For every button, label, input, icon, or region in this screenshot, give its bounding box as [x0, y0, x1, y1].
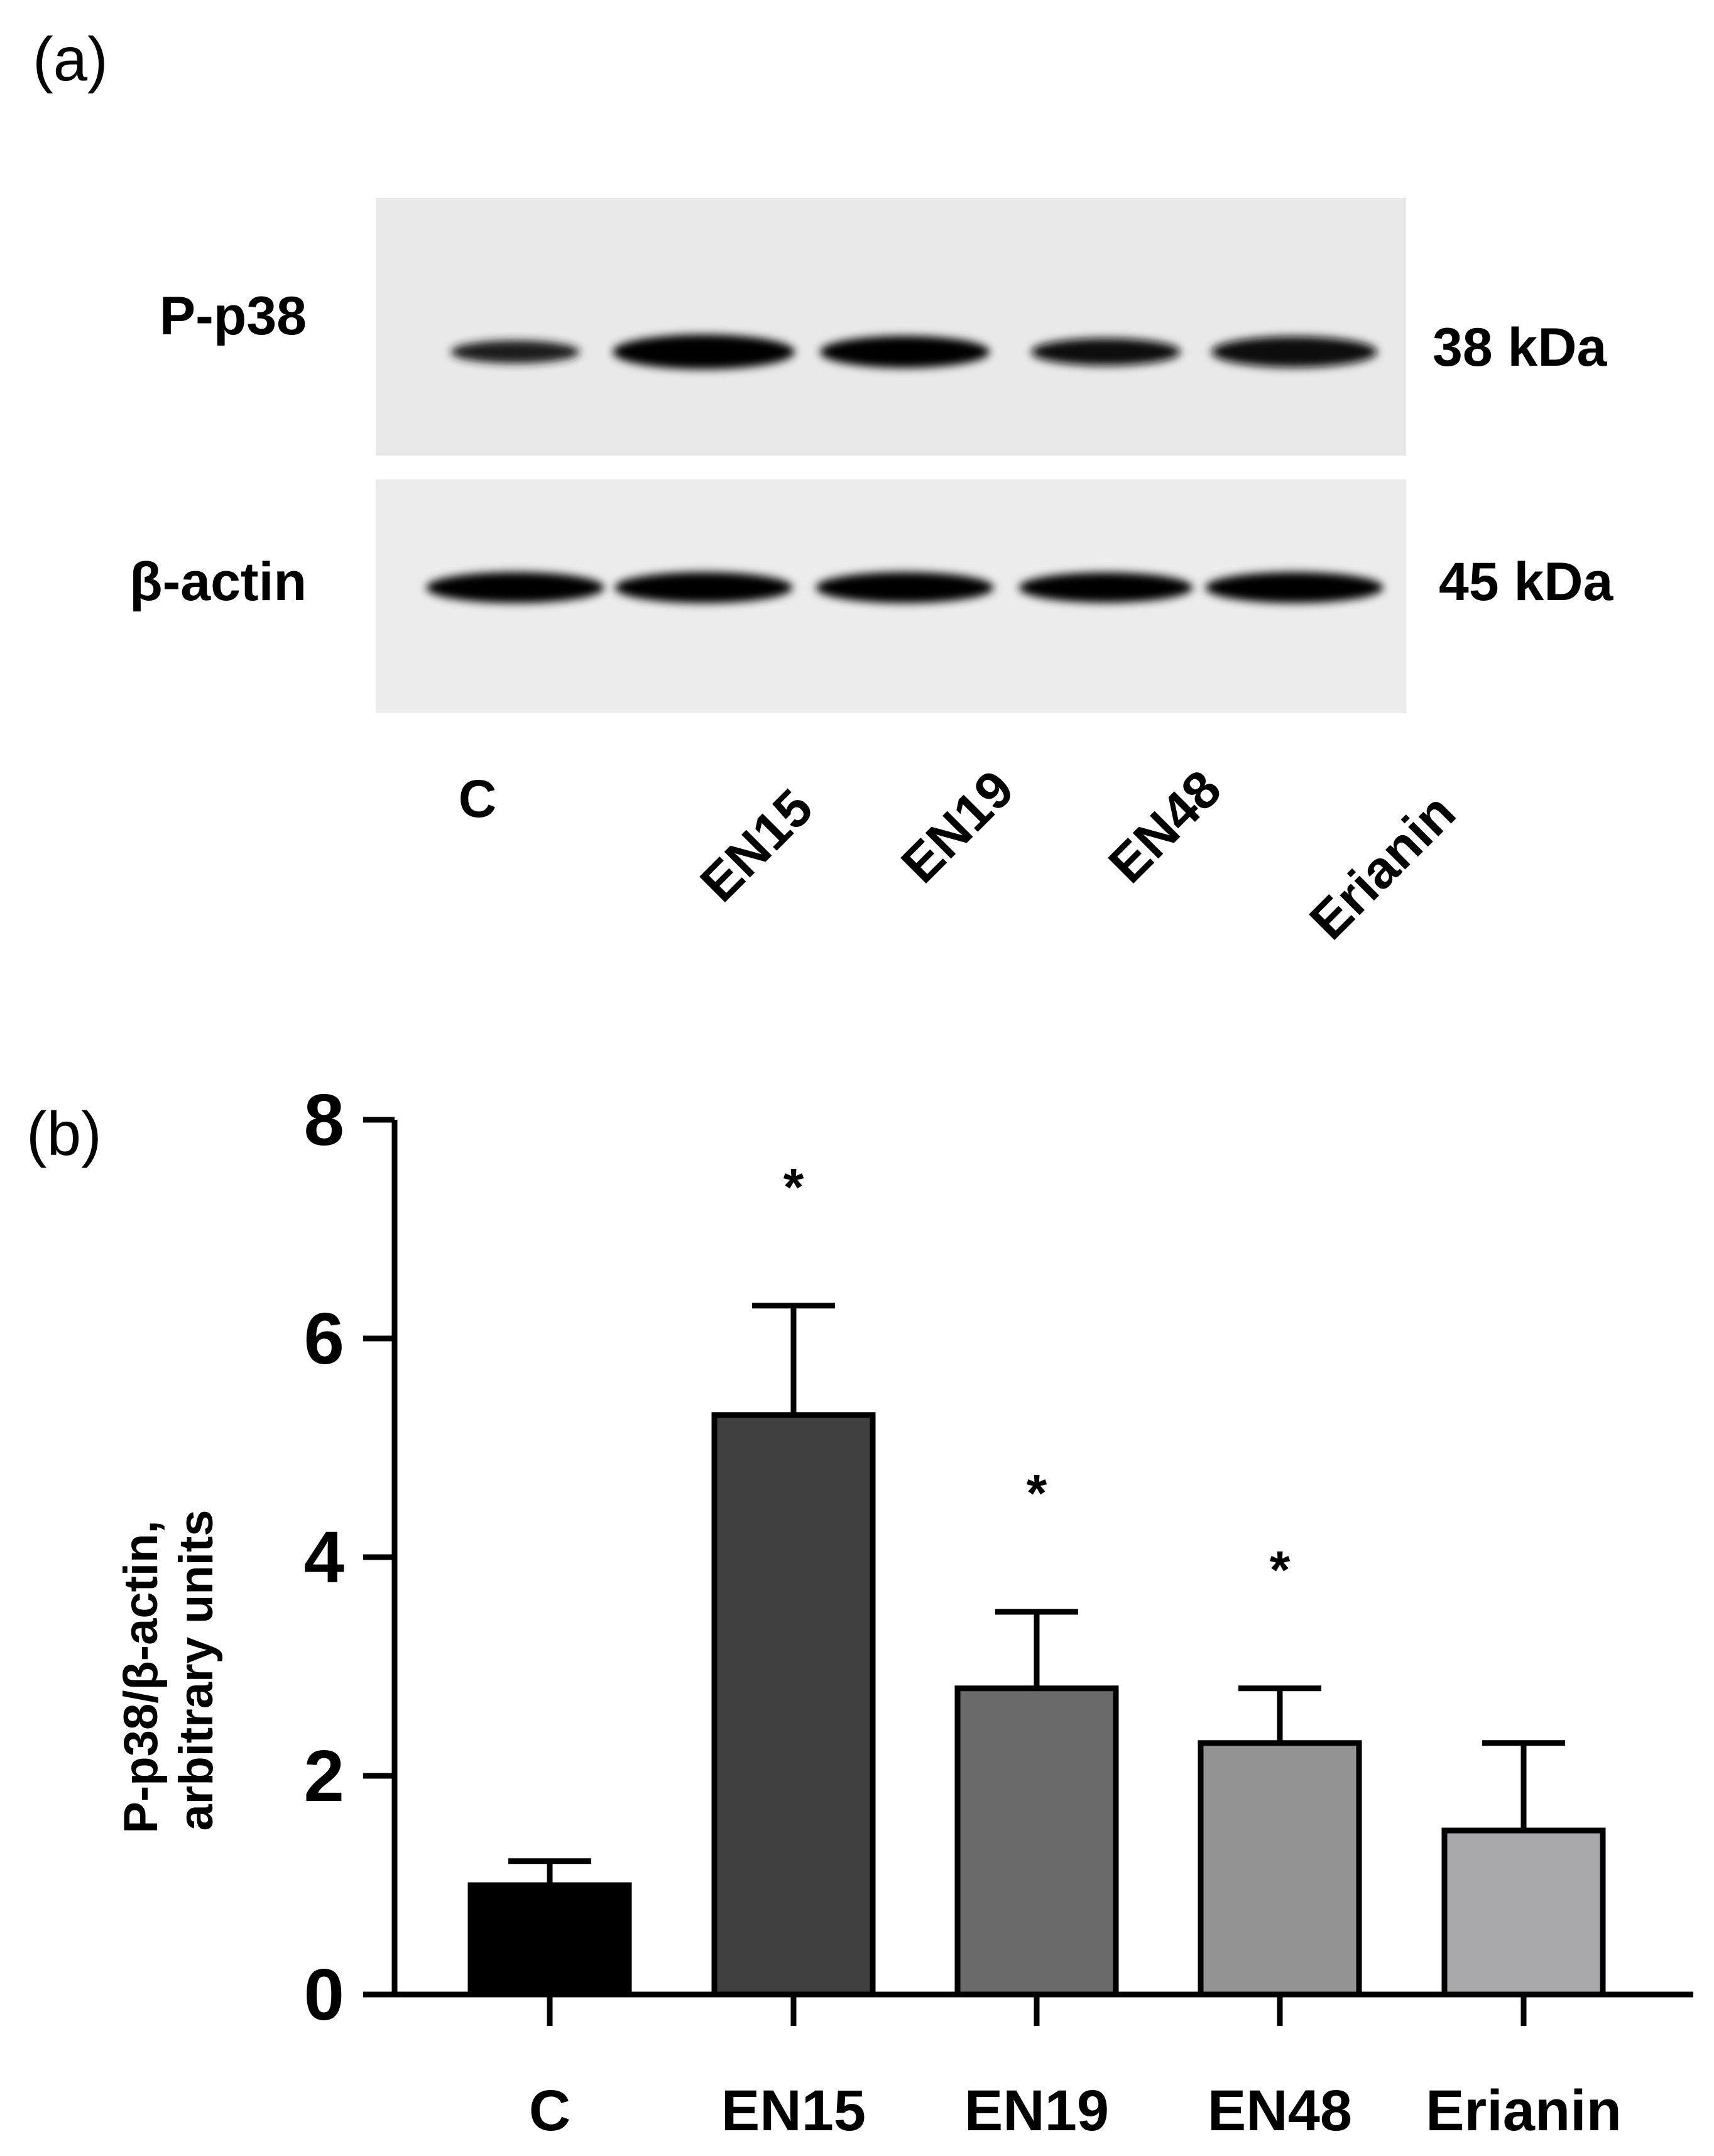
significance-marker: *	[1270, 1540, 1291, 1599]
blot-band	[614, 572, 793, 603]
blot-band	[816, 572, 994, 603]
blot-band	[1031, 338, 1181, 366]
x-tick-label: EN15	[721, 2079, 866, 2143]
mw-label-45kda: 45 kDa	[1439, 552, 1613, 612]
bar	[954, 1685, 1119, 1998]
significance-marker: *	[783, 1157, 804, 1217]
y-tick-label: 6	[303, 1298, 344, 1379]
y-tick-label: 8	[303, 1079, 344, 1161]
blot-band	[1018, 572, 1193, 603]
lane-label: C	[459, 769, 497, 828]
x-tick-label: Erianin	[1426, 2079, 1622, 2143]
y-axis-label-line-2: arbitrary units	[170, 1509, 223, 1830]
y-tick-label: 0	[303, 1954, 344, 2035]
bar-chart: 0 2 4 6 8 * * * C EN15 EN19 EN48 Erianin P-p38/β-a…	[114, 1079, 1693, 2143]
y-tick-label: 4	[303, 1516, 344, 1598]
bar	[711, 1412, 876, 1998]
lane-label: Erianin	[1298, 782, 1466, 951]
blot-band	[613, 334, 795, 369]
x-tick-label: EN48	[1208, 2079, 1352, 2143]
significance-marker: *	[1027, 1464, 1047, 1523]
lane-label: EN19	[890, 759, 1025, 894]
lane-label: EN48	[1097, 759, 1232, 894]
y-axis-label-line-1: P-p38/β-actin,	[114, 1520, 168, 1833]
blot-band	[1211, 336, 1377, 368]
row-label-p-p38: P-p38	[160, 286, 307, 346]
x-tick-label: EN19	[964, 2079, 1109, 2143]
blot-band	[426, 572, 604, 603]
row-label-beta-actin: β-actin	[129, 552, 307, 612]
blot-band	[1205, 572, 1384, 603]
western-blot	[376, 198, 1406, 713]
bar	[467, 1882, 632, 1998]
blot-membrane-p-p38	[376, 198, 1406, 456]
panel-a-label: (a)	[33, 25, 108, 94]
y-tick-label: 2	[303, 1735, 344, 1817]
lane-label: EN15	[689, 778, 824, 913]
y-axis-label: P-p38/β-actin, arbitrary units	[114, 1507, 223, 1833]
x-tick-label: C	[529, 2079, 570, 2143]
bar	[1198, 1740, 1362, 1998]
blot-band	[450, 340, 580, 364]
bar	[1441, 1827, 1606, 1998]
blot-band	[819, 336, 990, 368]
panel-b-label: (b)	[26, 1099, 102, 1168]
mw-label-38kda: 38 kDa	[1433, 317, 1607, 378]
